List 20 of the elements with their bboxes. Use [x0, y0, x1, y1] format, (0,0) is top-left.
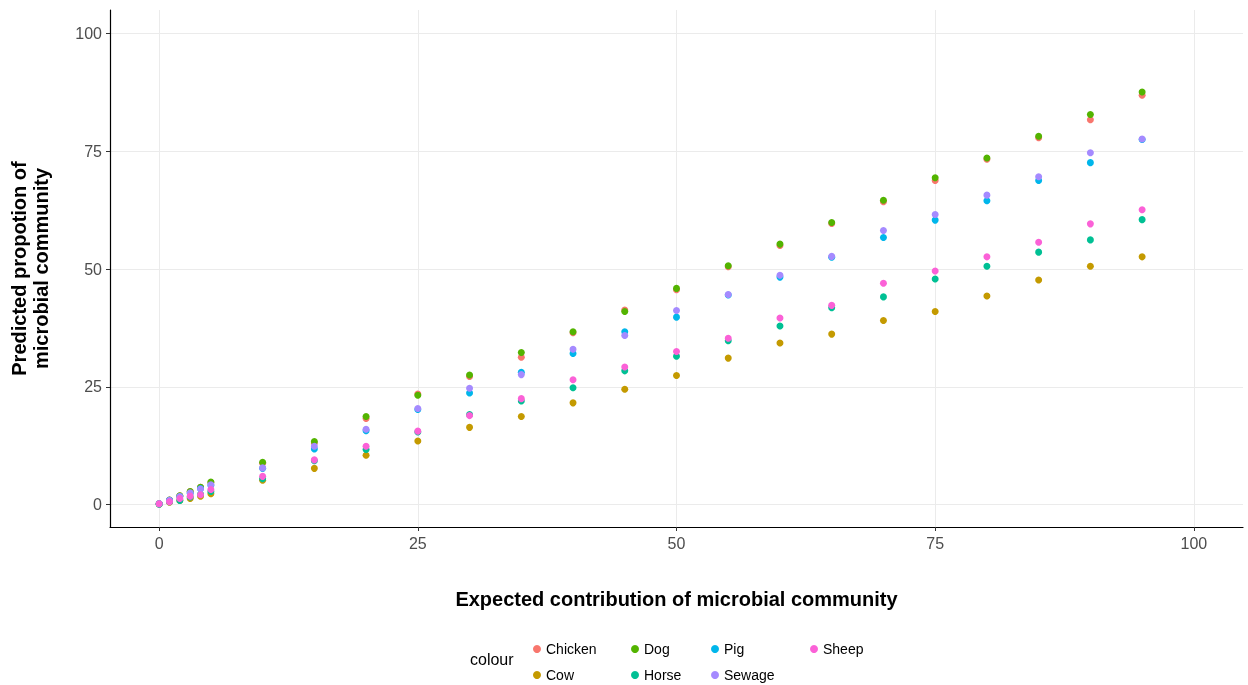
x-axis-title: Expected contribution of microbial community — [455, 588, 899, 610]
legend-label: Pig — [724, 641, 745, 657]
x-tick-label: 50 — [667, 534, 686, 552]
x-tick-label: 100 — [1180, 534, 1208, 552]
legend-label: Cow — [546, 667, 575, 683]
x-tick-label: 0 — [154, 534, 164, 552]
legend-title: colour — [470, 650, 515, 668]
y-tick-label: 0 — [93, 496, 103, 514]
y-tick-label: 25 — [84, 378, 103, 396]
y-axis-title: Predicted propotion of microbial community — [8, 160, 52, 376]
legend-label: Sewage — [724, 667, 775, 683]
y-tick-label: 75 — [84, 142, 103, 160]
x-tick-label: 75 — [926, 534, 945, 552]
legend-label: Chicken — [546, 641, 597, 657]
x-tick-label: 25 — [408, 534, 427, 552]
legend-label: Horse — [644, 667, 682, 683]
legend-label: Sheep — [823, 641, 864, 657]
legend-label: Dog — [644, 641, 670, 657]
y-tick-label: 100 — [75, 25, 103, 43]
y-tick-label: 50 — [84, 260, 103, 278]
